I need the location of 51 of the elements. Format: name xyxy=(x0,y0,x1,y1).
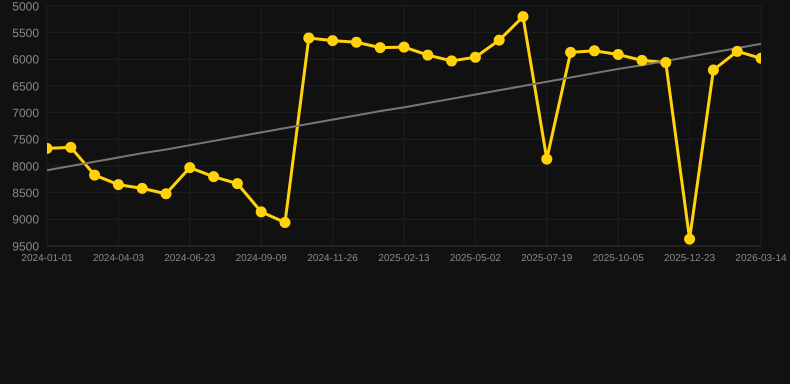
point xyxy=(327,35,338,46)
y-tick-label: 7500 xyxy=(12,132,40,147)
y-tick-label: 5500 xyxy=(12,26,40,40)
y-tick-label: 7000 xyxy=(12,106,40,120)
point xyxy=(518,11,528,22)
point xyxy=(303,32,314,44)
point xyxy=(494,34,505,46)
point xyxy=(398,42,410,53)
y-tick-label: 9000 xyxy=(12,212,40,227)
point xyxy=(280,217,290,228)
point xyxy=(565,46,576,58)
point xyxy=(470,52,481,63)
x-tick-label: 2024-04-03 xyxy=(92,253,144,264)
point xyxy=(708,64,719,76)
x-tick-label: 2024-06-23 xyxy=(164,253,216,264)
point xyxy=(446,55,458,66)
point xyxy=(684,234,696,245)
line-series xyxy=(47,42,761,172)
y-tick-label: 6000 xyxy=(12,52,40,67)
point xyxy=(374,42,386,54)
x-tick-label: 2026-03-14 xyxy=(735,253,788,264)
point xyxy=(256,206,267,218)
point xyxy=(232,178,243,190)
point xyxy=(541,154,552,165)
y-tick-label: 8000 xyxy=(12,159,40,174)
point xyxy=(732,46,743,57)
x-tick-label: 2024-01-01 xyxy=(21,253,74,264)
x-tick-label: 2025-07-19 xyxy=(521,253,573,264)
point xyxy=(65,142,76,153)
x-tick-label: 2025-12-23 xyxy=(664,253,716,264)
x-tick-label: 2025-10-05 xyxy=(592,253,644,264)
y-tick-label: 6500 xyxy=(12,79,40,94)
point xyxy=(89,170,100,181)
y-tick-label: 5000 xyxy=(12,0,40,14)
point xyxy=(422,50,434,61)
point xyxy=(350,36,362,48)
x-tick-label: 2024-09-09 xyxy=(236,253,288,264)
point xyxy=(660,57,672,68)
point xyxy=(160,188,172,200)
point xyxy=(588,45,600,56)
point xyxy=(112,179,124,190)
point xyxy=(136,182,148,194)
point xyxy=(208,171,220,182)
x-tick-label: 2025-02-13 xyxy=(378,253,430,264)
point xyxy=(184,162,196,174)
point xyxy=(636,54,648,66)
x-tick-label: 2024-11-26 xyxy=(307,253,358,264)
y-tick-label: 9500 xyxy=(12,239,40,254)
point xyxy=(612,49,624,60)
y-tick-label: 8500 xyxy=(12,186,40,200)
x-tick-label: 2025-05-02 xyxy=(450,253,502,264)
